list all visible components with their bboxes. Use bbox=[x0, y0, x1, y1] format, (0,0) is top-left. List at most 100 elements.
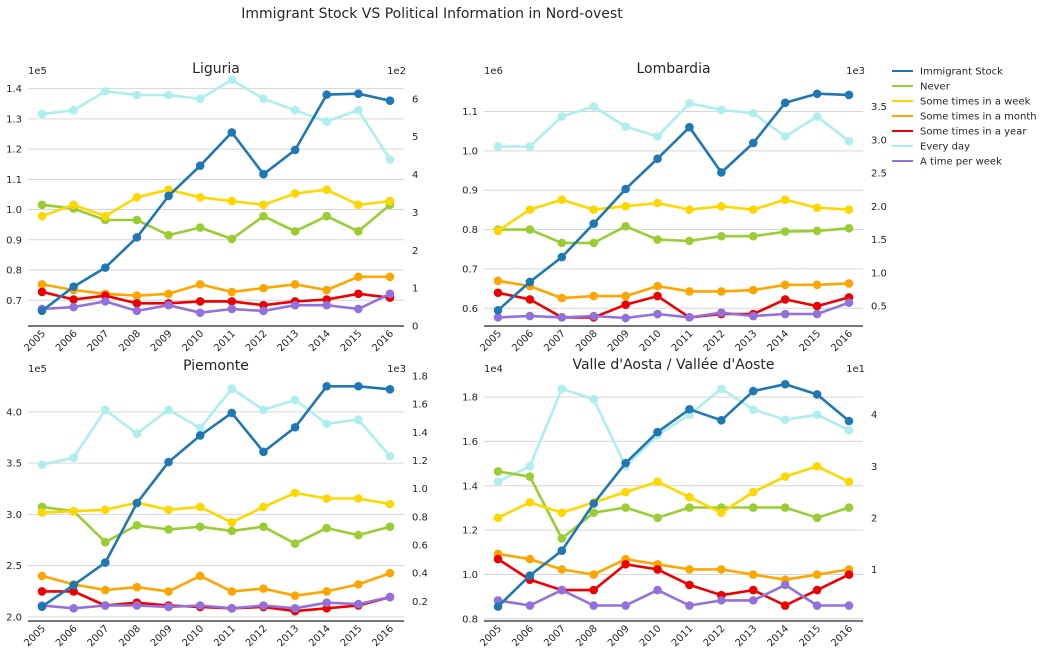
right-tick-label: 0.2 bbox=[412, 597, 428, 608]
data-point bbox=[780, 280, 790, 290]
series-a-time-per-week bbox=[37, 289, 395, 318]
data-point bbox=[385, 499, 395, 509]
x-tick-label: 2011 bbox=[212, 328, 238, 354]
right-axis-multiplier: 1e1 bbox=[846, 364, 865, 375]
data-point bbox=[685, 601, 694, 610]
x-tick-label: 2010 bbox=[638, 328, 664, 354]
series-line bbox=[41, 505, 391, 545]
right-tick-label: 5 bbox=[412, 132, 418, 143]
series-some-times-in-a-week bbox=[37, 185, 395, 221]
data-point bbox=[385, 272, 395, 282]
data-point bbox=[227, 587, 237, 596]
data-point bbox=[322, 90, 332, 99]
data-point bbox=[290, 422, 300, 432]
data-point bbox=[37, 200, 47, 210]
right-tick-label: 4 bbox=[412, 170, 418, 181]
data-point bbox=[812, 226, 822, 236]
data-point bbox=[354, 89, 363, 99]
right-tick-label: 0.5 bbox=[871, 302, 887, 313]
series-every-day bbox=[493, 384, 854, 487]
data-point bbox=[493, 226, 503, 236]
data-point bbox=[589, 601, 599, 610]
series-line bbox=[497, 558, 850, 607]
data-point bbox=[525, 498, 535, 507]
series-line bbox=[41, 92, 391, 312]
series-a-time-per-week bbox=[37, 592, 395, 613]
series-never bbox=[493, 221, 854, 248]
x-tick-label: 2016 bbox=[829, 623, 855, 649]
left-axis-multiplier: 1e5 bbox=[28, 364, 47, 375]
data-point bbox=[493, 305, 503, 315]
data-point bbox=[37, 587, 47, 596]
data-point bbox=[132, 520, 142, 530]
x-tick-label: 2015 bbox=[339, 623, 365, 649]
x-tick-label: 2015 bbox=[339, 328, 365, 354]
right-tick-label: 0.4 bbox=[412, 569, 428, 580]
data-point bbox=[717, 287, 726, 296]
series-line bbox=[497, 583, 849, 607]
data-point bbox=[493, 554, 503, 564]
data-point bbox=[385, 155, 395, 164]
data-point bbox=[100, 405, 110, 415]
data-point bbox=[69, 105, 78, 115]
series-line bbox=[41, 292, 391, 315]
data-point bbox=[748, 138, 758, 148]
series-line bbox=[497, 198, 850, 232]
data-point bbox=[653, 513, 662, 523]
data-point bbox=[557, 252, 567, 262]
data-point bbox=[259, 447, 268, 457]
data-point bbox=[748, 570, 758, 579]
data-point bbox=[589, 291, 599, 301]
left-tick-label: 0.6 bbox=[462, 304, 478, 315]
left-tick-label: 1.6 bbox=[462, 437, 478, 448]
panels: Liguria 1e5 1e2 0.7 0.8 0.9 1.0 1.1 1.2 1.3 1.4 0 1 2… bbox=[6, 61, 887, 649]
data-point bbox=[354, 599, 363, 609]
legend-item: Some times in a year bbox=[892, 127, 1027, 138]
left-tick-label: 0.7 bbox=[6, 296, 22, 307]
data-point bbox=[354, 381, 363, 391]
data-point bbox=[259, 306, 268, 316]
right-tick-label: 1.8 bbox=[412, 372, 428, 383]
data-point bbox=[100, 211, 110, 221]
subplot-title: Lombardia bbox=[636, 61, 710, 77]
data-point bbox=[322, 598, 332, 607]
data-point bbox=[195, 297, 205, 306]
data-point bbox=[354, 580, 363, 589]
data-point bbox=[195, 308, 205, 318]
series-line bbox=[41, 384, 391, 608]
left-tick-label: 1.3 bbox=[6, 114, 22, 125]
left-tick-label: 1.4 bbox=[6, 84, 22, 95]
data-point bbox=[748, 585, 758, 595]
data-point bbox=[780, 472, 790, 481]
data-point bbox=[354, 200, 363, 210]
series-line bbox=[41, 78, 392, 161]
data-point bbox=[621, 313, 630, 323]
data-point bbox=[354, 289, 363, 299]
data-point bbox=[717, 202, 726, 211]
data-point bbox=[259, 405, 268, 415]
data-point bbox=[385, 96, 395, 105]
x-tick-label: 2011 bbox=[670, 623, 696, 649]
x-tick-label: 2016 bbox=[370, 328, 396, 354]
data-point bbox=[717, 308, 726, 318]
series-line bbox=[41, 387, 391, 466]
series-some-times-in-a-week bbox=[37, 488, 395, 527]
data-point bbox=[748, 311, 758, 321]
x-tick-label: 2008 bbox=[574, 623, 600, 649]
data-point bbox=[717, 231, 726, 241]
data-point bbox=[322, 494, 332, 503]
data-point bbox=[493, 142, 503, 151]
data-point bbox=[685, 404, 694, 414]
right-tick-label: 2.0 bbox=[871, 202, 887, 213]
data-point bbox=[653, 477, 662, 487]
data-point bbox=[290, 539, 300, 548]
data-point bbox=[322, 211, 332, 221]
x-tick-label: 2012 bbox=[702, 328, 728, 354]
left-tick-label: 1.4 bbox=[462, 481, 478, 492]
data-point bbox=[653, 132, 662, 141]
data-point bbox=[37, 508, 47, 517]
data-point bbox=[589, 219, 599, 228]
x-tick-label: 2005 bbox=[478, 623, 504, 649]
x-tick-label: 2007 bbox=[86, 328, 112, 354]
data-point bbox=[164, 457, 173, 467]
